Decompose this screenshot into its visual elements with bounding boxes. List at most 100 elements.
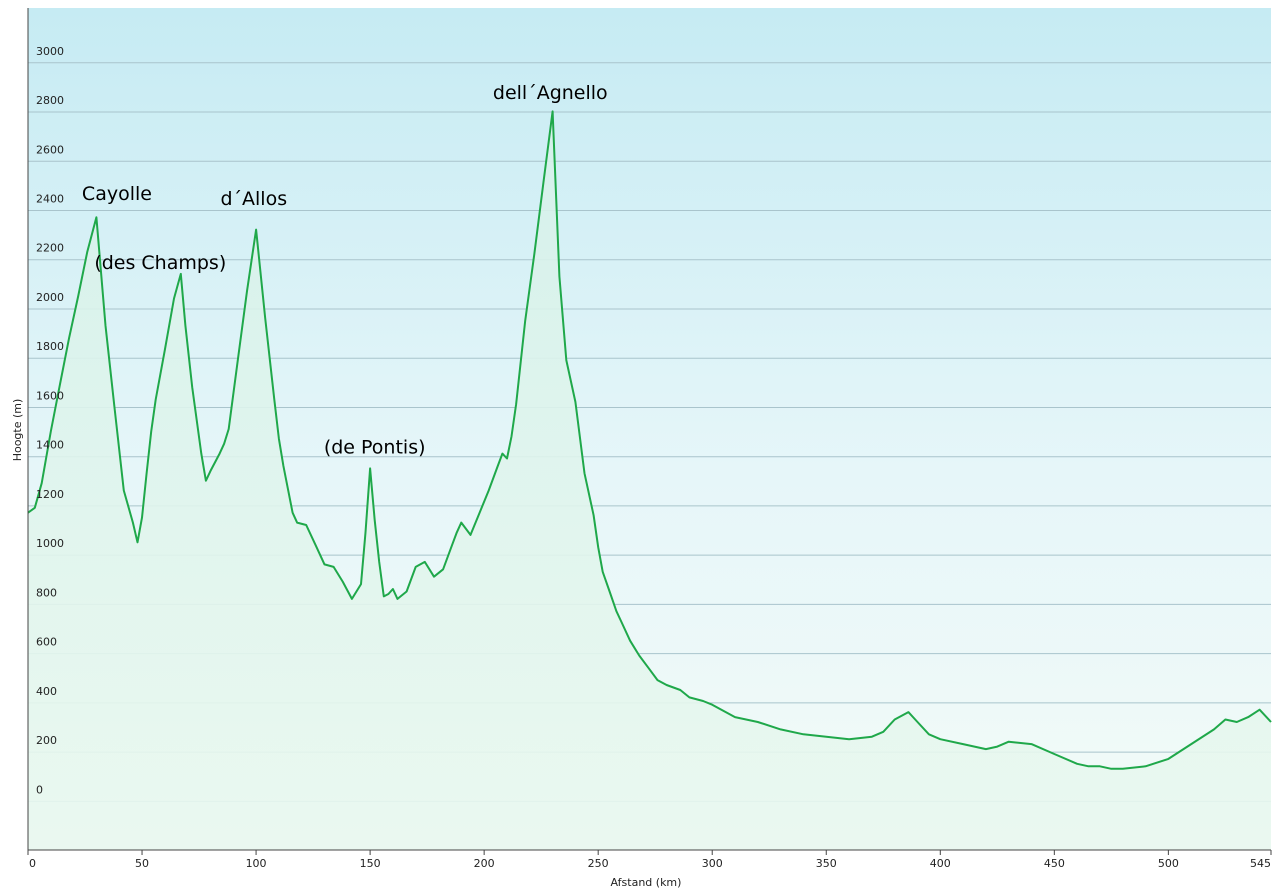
data-point: [629, 640, 631, 642]
elevation-line: [27, 110, 1272, 770]
data-point: [506, 458, 508, 460]
pass-label: d´Allos: [220, 188, 287, 210]
pass-label: (de Pontis): [324, 437, 426, 459]
data-point: [333, 566, 335, 568]
data-point: [374, 519, 376, 521]
data-point: [424, 561, 426, 563]
data-point: [524, 320, 526, 322]
data-point: [137, 541, 139, 543]
data-point: [392, 588, 394, 590]
data-point: [962, 743, 964, 745]
y-tick-label: 1000: [36, 537, 64, 550]
data-point: [479, 512, 481, 514]
data-point: [1167, 758, 1169, 760]
y-tick-label: 2600: [36, 143, 64, 156]
data-point: [602, 571, 604, 573]
data-point: [397, 598, 399, 600]
y-tick-label: 1600: [36, 389, 64, 402]
data-point: [928, 733, 930, 735]
data-point: [141, 517, 143, 519]
x-tick-label: 100: [246, 857, 267, 870]
data-point: [210, 470, 212, 472]
data-point: [734, 716, 736, 718]
data-point: [1224, 719, 1226, 721]
data-point: [164, 349, 166, 351]
data-point: [155, 399, 157, 401]
data-point: [282, 465, 284, 467]
pass-label: (des Champs): [94, 252, 226, 274]
data-point: [584, 472, 586, 474]
data-point: [442, 568, 444, 570]
data-point: [219, 453, 221, 455]
data-point: [688, 696, 690, 698]
data-point: [825, 736, 827, 738]
x-tick-label: 50: [135, 857, 149, 870]
data-point: [552, 110, 554, 112]
data-point: [456, 531, 458, 533]
data-point: [150, 431, 152, 433]
x-tick-label: 500: [1158, 857, 1179, 870]
data-point: [68, 337, 70, 339]
data-point: [1088, 765, 1090, 767]
data-point: [223, 443, 225, 445]
data-point: [292, 512, 294, 514]
y-tick-label: 1400: [36, 439, 64, 452]
data-point: [278, 438, 280, 440]
x-axis-title: Afstand (km): [611, 876, 682, 889]
data-point: [146, 472, 148, 474]
data-point: [597, 546, 599, 548]
y-tick-label: 1800: [36, 340, 64, 353]
data-point: [237, 359, 239, 361]
data-point: [365, 531, 367, 533]
y-tick-label: 400: [36, 685, 57, 698]
data-point: [378, 561, 380, 563]
data-point: [50, 431, 52, 433]
x-axis-ticks: 0 50 100 150 200 250 300 350 400 450 500 545: [27, 850, 1272, 870]
data-point: [264, 317, 266, 319]
data-point: [1259, 709, 1261, 711]
data-point: [1247, 716, 1249, 718]
pass-label: Cayolle: [82, 183, 152, 205]
data-point: [802, 733, 804, 735]
x-tick-label: 250: [588, 857, 609, 870]
data-point: [894, 719, 896, 721]
data-point: [228, 428, 230, 430]
pass-annotations: Cayolle (des Champs) d´Allos (de Pontis) del…: [82, 82, 608, 459]
data-point: [1076, 763, 1078, 765]
y-tick-label: 2400: [36, 192, 64, 205]
data-point: [996, 746, 998, 748]
data-point: [255, 229, 257, 231]
data-point: [1213, 728, 1215, 730]
x-tick-label: 545: [1250, 857, 1271, 870]
data-point: [848, 738, 850, 740]
data-point: [184, 325, 186, 327]
data-point: [1099, 765, 1101, 767]
data-point: [657, 679, 659, 681]
data-point: [114, 408, 116, 410]
data-point: [95, 216, 97, 218]
data-point: [173, 298, 175, 300]
data-point: [451, 544, 453, 546]
data-point: [638, 655, 640, 657]
x-tick-label: 400: [930, 857, 951, 870]
data-point: [565, 359, 567, 361]
x-tick-label: 200: [474, 857, 495, 870]
data-point: [515, 403, 517, 405]
data-point: [1145, 765, 1147, 767]
data-point: [1110, 768, 1112, 770]
data-point: [497, 465, 499, 467]
data-point: [324, 563, 326, 565]
data-point: [351, 598, 353, 600]
data-point: [609, 591, 611, 593]
data-point: [415, 566, 417, 568]
data-point: [433, 576, 435, 578]
data-point: [342, 581, 344, 583]
y-tick-label: 600: [36, 636, 57, 649]
data-point: [205, 480, 207, 482]
x-tick-label: 150: [360, 857, 381, 870]
data-point: [985, 748, 987, 750]
data-point: [406, 591, 408, 593]
data-point: [666, 684, 668, 686]
data-point: [387, 593, 389, 595]
data-point: [558, 275, 560, 277]
